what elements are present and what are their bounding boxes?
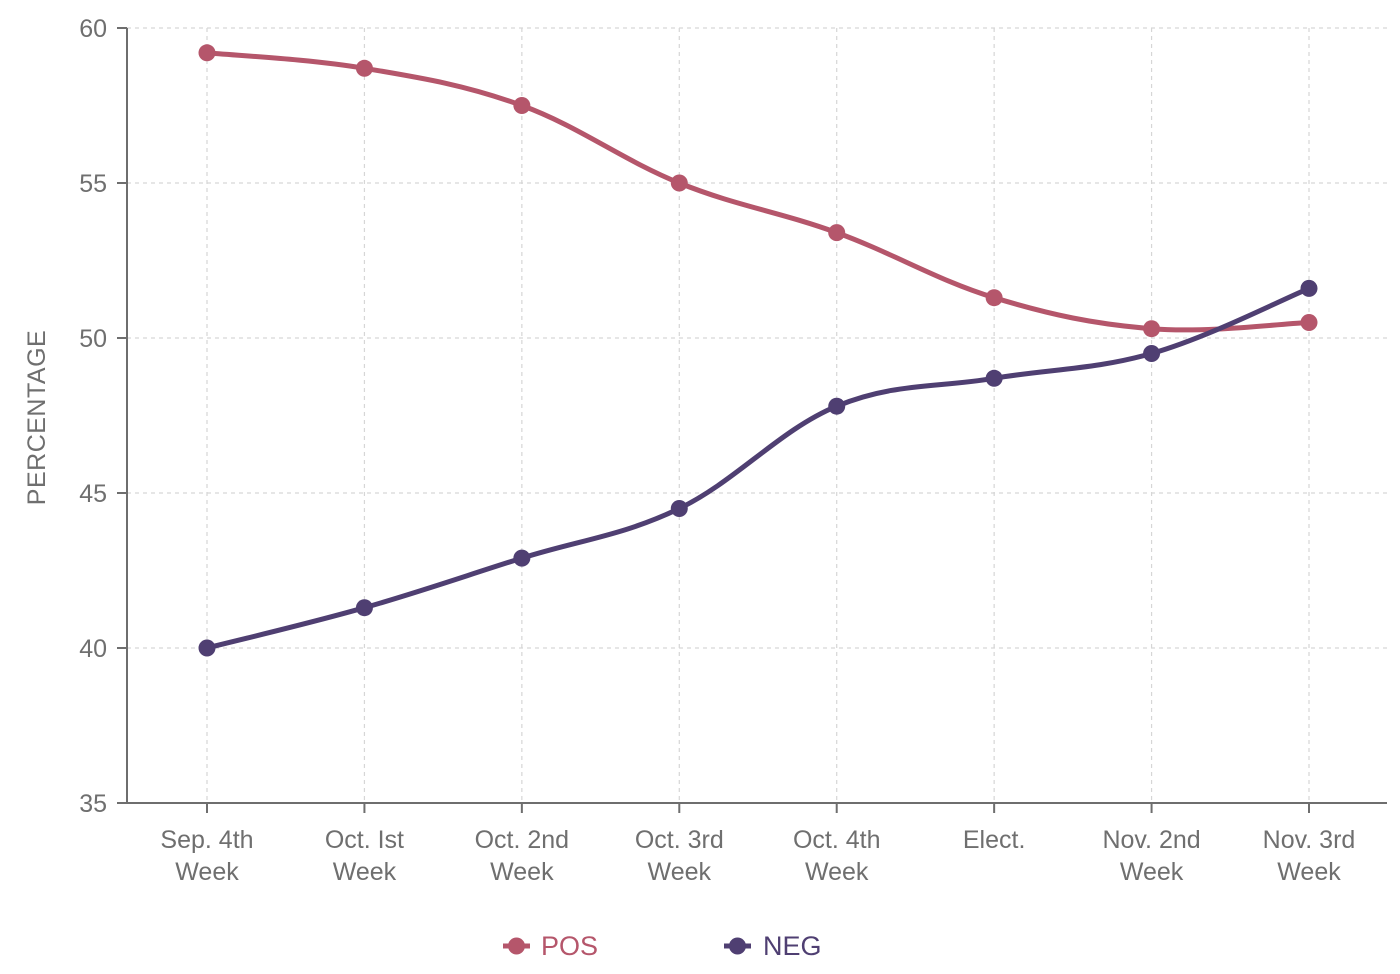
series-neg — [198, 279, 1318, 657]
x-tick-label: Nov. 3rd Week — [1263, 826, 1356, 886]
x-tick-label-line: Week — [1277, 858, 1341, 886]
y-axis-title: PERCENTAGE — [23, 330, 51, 505]
x-tick-label: Oct. Ist Week — [325, 826, 404, 886]
data-point-pos — [1300, 314, 1318, 331]
legend: POS NEG — [503, 931, 822, 961]
legend-item-pos[interactable]: POS — [503, 931, 598, 961]
series-pos — [198, 44, 1318, 338]
data-point-neg — [513, 549, 531, 567]
x-tick-label-line: Week — [1120, 858, 1184, 886]
data-point-neg — [198, 639, 216, 657]
x-tick-label-line: Week — [805, 858, 869, 886]
x-tick-label: Oct. 2nd Week — [475, 826, 570, 886]
y-tick-label: 35 — [79, 790, 107, 818]
x-tick-label-line: Oct. 3rd — [635, 826, 724, 854]
grid — [127, 27, 1387, 803]
data-point-neg — [355, 599, 373, 617]
legend-swatch-marker — [508, 937, 525, 955]
legend-item-neg[interactable]: NEG — [724, 931, 822, 961]
x-tick-label: Oct. 3rd Week — [635, 826, 724, 886]
x-tick-label: Elect. — [963, 826, 1026, 854]
data-point-pos — [198, 44, 216, 62]
x-tick-label: Sep. 4th Week — [160, 826, 253, 886]
series-line-pos — [204, 50, 1312, 333]
x-tick-label-line: Week — [490, 858, 554, 886]
y-tick-label: 60 — [79, 15, 107, 43]
x-tick-label-line: Oct. Ist — [325, 826, 404, 854]
data-point-neg — [1143, 345, 1161, 362]
y-tick-label: 40 — [79, 635, 107, 663]
legend-label: POS — [541, 931, 598, 961]
y-tick-label: 45 — [79, 480, 107, 508]
x-tick-label-line: Nov. 2nd — [1102, 826, 1200, 854]
x-tick-label-line: Nov. 3rd — [1263, 826, 1356, 854]
legend-label: NEG — [763, 931, 822, 961]
data-point-pos — [828, 224, 846, 242]
x-tick-label-line: Sep. 4th — [160, 826, 253, 854]
data-point-neg — [985, 369, 1003, 387]
data-point-neg — [670, 500, 688, 517]
series-line-neg — [204, 285, 1312, 651]
x-tick-label: Nov. 2nd Week — [1102, 826, 1200, 886]
y-tick-label: 50 — [79, 325, 107, 353]
data-point-pos — [985, 289, 1003, 307]
series-layer — [198, 44, 1318, 657]
x-tick-label-line: Week — [333, 858, 397, 886]
x-tick-label: Oct. 4th Week — [793, 826, 881, 886]
data-point-pos — [1143, 320, 1161, 338]
data-point-pos — [670, 174, 688, 192]
x-tick-label-line: Week — [648, 858, 712, 886]
x-tick-label-line: Oct. 4th — [793, 826, 881, 854]
data-point-neg — [1300, 279, 1318, 297]
legend-swatch-marker — [729, 937, 746, 955]
x-tick-label-line: Elect. — [963, 826, 1026, 854]
data-point-pos — [513, 97, 531, 114]
x-tick-label-line: Week — [175, 858, 239, 886]
y-tick-label: 55 — [79, 170, 107, 198]
data-point-neg — [828, 397, 846, 415]
x-tick-label-line: Oct. 2nd — [475, 826, 570, 854]
data-point-pos — [355, 59, 373, 77]
